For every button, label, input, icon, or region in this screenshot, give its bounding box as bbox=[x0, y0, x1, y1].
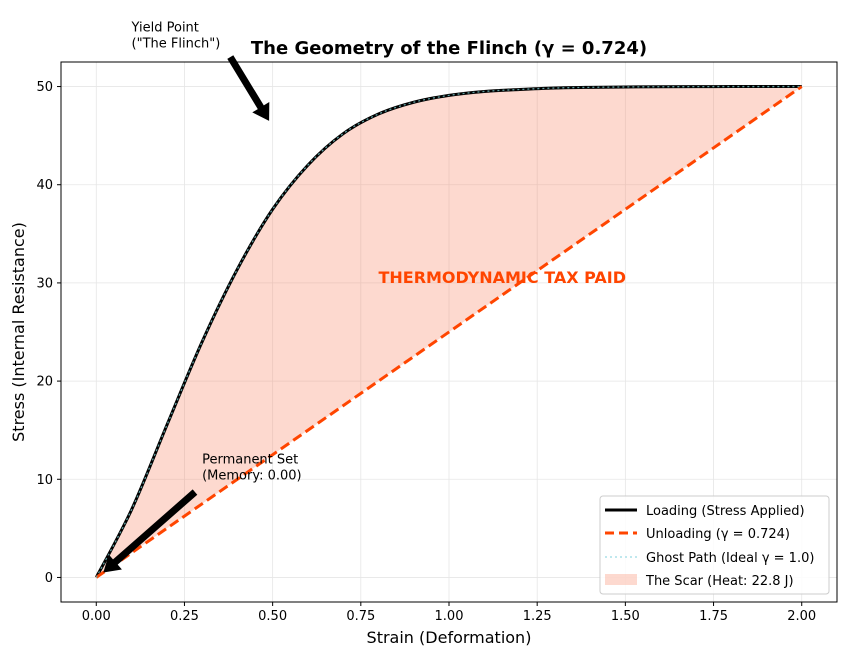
series-lines bbox=[94, 85, 803, 579]
legend-swatch-scar bbox=[605, 574, 637, 585]
legend-label-scar: The Scar (Heat: 22.8 J) bbox=[645, 574, 794, 589]
annotation-permset-text: (Memory: 0.00) bbox=[202, 468, 302, 483]
x-tick-label: 0.75 bbox=[346, 609, 375, 624]
x-tick-label: 1.75 bbox=[699, 609, 728, 624]
axis-ticks: 0.00 0.25 0.50 0.75 1.00 1.25 1.50 1.75 2.00 0 10 2… bbox=[36, 80, 816, 624]
annotation-yield-text: ("The Flinch") bbox=[132, 36, 221, 51]
ghost-path-line bbox=[95, 85, 802, 578]
y-axis-label: Stress (Internal Resistance) bbox=[9, 222, 28, 442]
legend-label-unloading: Unloading (γ = 0.724) bbox=[646, 527, 790, 542]
annotation-yield-text: Yield Point bbox=[131, 20, 199, 35]
legend-label-ghost: Ghost Path (Ideal γ = 1.0) bbox=[646, 551, 814, 566]
x-tick-label: 0.00 bbox=[82, 609, 111, 624]
legend: Loading (Stress Applied) Unloading (γ = … bbox=[599, 495, 830, 595]
y-tick-label: 30 bbox=[36, 276, 53, 291]
y-tick-label: 50 bbox=[36, 80, 53, 95]
x-tick-label: 1.50 bbox=[611, 609, 640, 624]
legend-label-loading: Loading (Stress Applied) bbox=[646, 504, 805, 519]
annotations: Yield Point("The Flinch") THERMODYNAMIC T… bbox=[103, 20, 626, 573]
unloading-line bbox=[95, 85, 803, 579]
y-tick-label: 0 bbox=[45, 571, 53, 586]
annotation-permset-arrow bbox=[103, 489, 198, 573]
y-tick-label: 40 bbox=[36, 178, 53, 193]
chart-title: The Geometry of the Flinch (γ = 0.724) bbox=[251, 38, 647, 59]
x-axis-label: Strain (Deformation) bbox=[367, 628, 532, 647]
x-tick-label: 0.50 bbox=[258, 609, 287, 624]
annotation-permset-text: Permanent Set bbox=[202, 452, 298, 467]
y-tick-label: 10 bbox=[36, 473, 53, 488]
x-tick-label: 2.00 bbox=[787, 609, 816, 624]
x-tick-label: 0.25 bbox=[170, 609, 199, 624]
legend-box bbox=[599, 495, 830, 595]
x-tick-label: 1.25 bbox=[523, 609, 552, 624]
annotation-tax-text: THERMODYNAMIC TAX PAID bbox=[378, 268, 626, 287]
x-tick-label: 1.00 bbox=[435, 609, 464, 624]
y-tick-label: 20 bbox=[36, 375, 53, 390]
annotation-yield-arrow bbox=[227, 55, 270, 121]
